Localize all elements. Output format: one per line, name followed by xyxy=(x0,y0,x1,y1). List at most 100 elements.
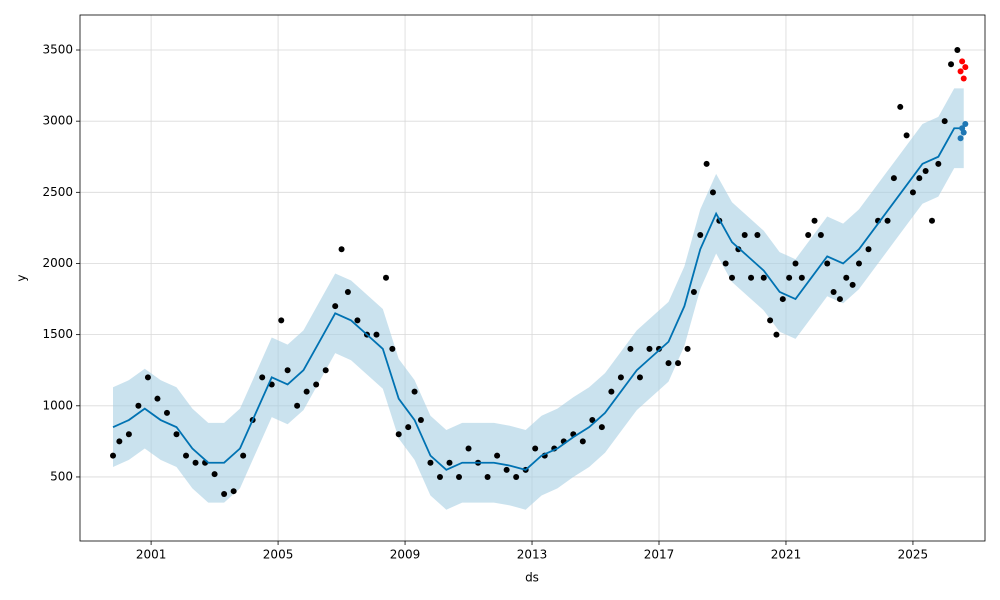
data-point xyxy=(697,232,704,239)
data-point xyxy=(665,360,672,367)
data-point xyxy=(465,445,472,452)
data-point xyxy=(735,246,742,253)
data-point xyxy=(703,160,710,167)
data-point xyxy=(338,246,345,253)
y-tick-label: 500 xyxy=(50,469,73,483)
data-point xyxy=(722,260,729,267)
x-tick-label: 2017 xyxy=(644,548,675,562)
data-point xyxy=(754,232,761,239)
data-point xyxy=(655,345,662,352)
data-point xyxy=(617,374,624,381)
data-point xyxy=(890,175,897,182)
data-point xyxy=(284,367,291,374)
data-point xyxy=(957,68,964,75)
data-point xyxy=(332,303,339,310)
data-point xyxy=(935,160,942,167)
data-point xyxy=(948,61,955,68)
data-point xyxy=(957,135,964,142)
data-point xyxy=(962,121,969,128)
data-point xyxy=(684,345,691,352)
data-point xyxy=(811,217,818,224)
data-point xyxy=(116,438,123,445)
data-point xyxy=(484,473,491,480)
data-point xyxy=(884,217,891,224)
data-point xyxy=(909,189,916,196)
data-point xyxy=(389,345,396,352)
data-point xyxy=(855,260,862,267)
data-point xyxy=(513,473,520,480)
data-point xyxy=(163,409,170,416)
data-point xyxy=(259,374,266,381)
data-point xyxy=(110,452,117,459)
data-point xyxy=(636,374,643,381)
data-point xyxy=(494,452,501,459)
data-point xyxy=(941,118,948,125)
data-point xyxy=(960,75,967,82)
data-point xyxy=(395,431,402,438)
data-point xyxy=(278,317,285,324)
data-point xyxy=(589,417,596,424)
data-point xyxy=(960,129,967,136)
data-point xyxy=(798,274,805,281)
data-point xyxy=(135,402,142,409)
data-point xyxy=(294,402,301,409)
data-point xyxy=(303,388,310,395)
forecast-line xyxy=(112,127,964,471)
data-point xyxy=(268,381,275,388)
data-point xyxy=(240,452,247,459)
data-point xyxy=(456,473,463,480)
data-point xyxy=(344,288,351,295)
data-point xyxy=(322,367,329,374)
data-point xyxy=(192,459,199,466)
data-point xyxy=(792,260,799,267)
data-point xyxy=(836,296,843,303)
data-point xyxy=(729,274,736,281)
data-point xyxy=(230,488,237,495)
data-point xyxy=(436,473,443,480)
data-point xyxy=(959,58,966,65)
x-tick-label: 2021 xyxy=(771,548,802,562)
data-point xyxy=(954,47,961,54)
data-point xyxy=(773,331,780,338)
data-point xyxy=(417,417,424,424)
data-point xyxy=(865,246,872,253)
data-point xyxy=(903,132,910,139)
data-point xyxy=(144,374,151,381)
data-point xyxy=(897,103,904,110)
y-tick-label: 1500 xyxy=(42,327,73,341)
data-point xyxy=(313,381,320,388)
data-point xyxy=(183,452,190,459)
data-point xyxy=(741,232,748,239)
data-point xyxy=(598,424,605,431)
x-axis-label: ds xyxy=(525,571,539,585)
data-point xyxy=(383,274,390,281)
data-point xyxy=(962,64,969,71)
data-point xyxy=(532,445,539,452)
data-point xyxy=(760,274,767,281)
data-point xyxy=(817,232,824,239)
data-point xyxy=(675,360,682,367)
data-point xyxy=(405,424,412,431)
data-point xyxy=(805,232,812,239)
data-point xyxy=(221,491,228,498)
data-point xyxy=(608,388,615,395)
data-point xyxy=(579,438,586,445)
data-point xyxy=(709,189,716,196)
data-point xyxy=(928,217,935,224)
data-point xyxy=(843,274,850,281)
data-point xyxy=(922,167,929,174)
data-point xyxy=(173,431,180,438)
data-point xyxy=(786,274,793,281)
x-tick-label: 2009 xyxy=(390,548,421,562)
data-point xyxy=(916,175,923,182)
data-point xyxy=(627,345,634,352)
data-point xyxy=(427,459,434,466)
y-tick-label: 2500 xyxy=(42,185,73,199)
data-point xyxy=(125,431,132,438)
y-axis-label: y xyxy=(15,274,29,281)
data-point xyxy=(824,260,831,267)
y-tick-label: 3500 xyxy=(42,43,73,57)
data-point xyxy=(446,459,453,466)
data-point xyxy=(646,345,653,352)
